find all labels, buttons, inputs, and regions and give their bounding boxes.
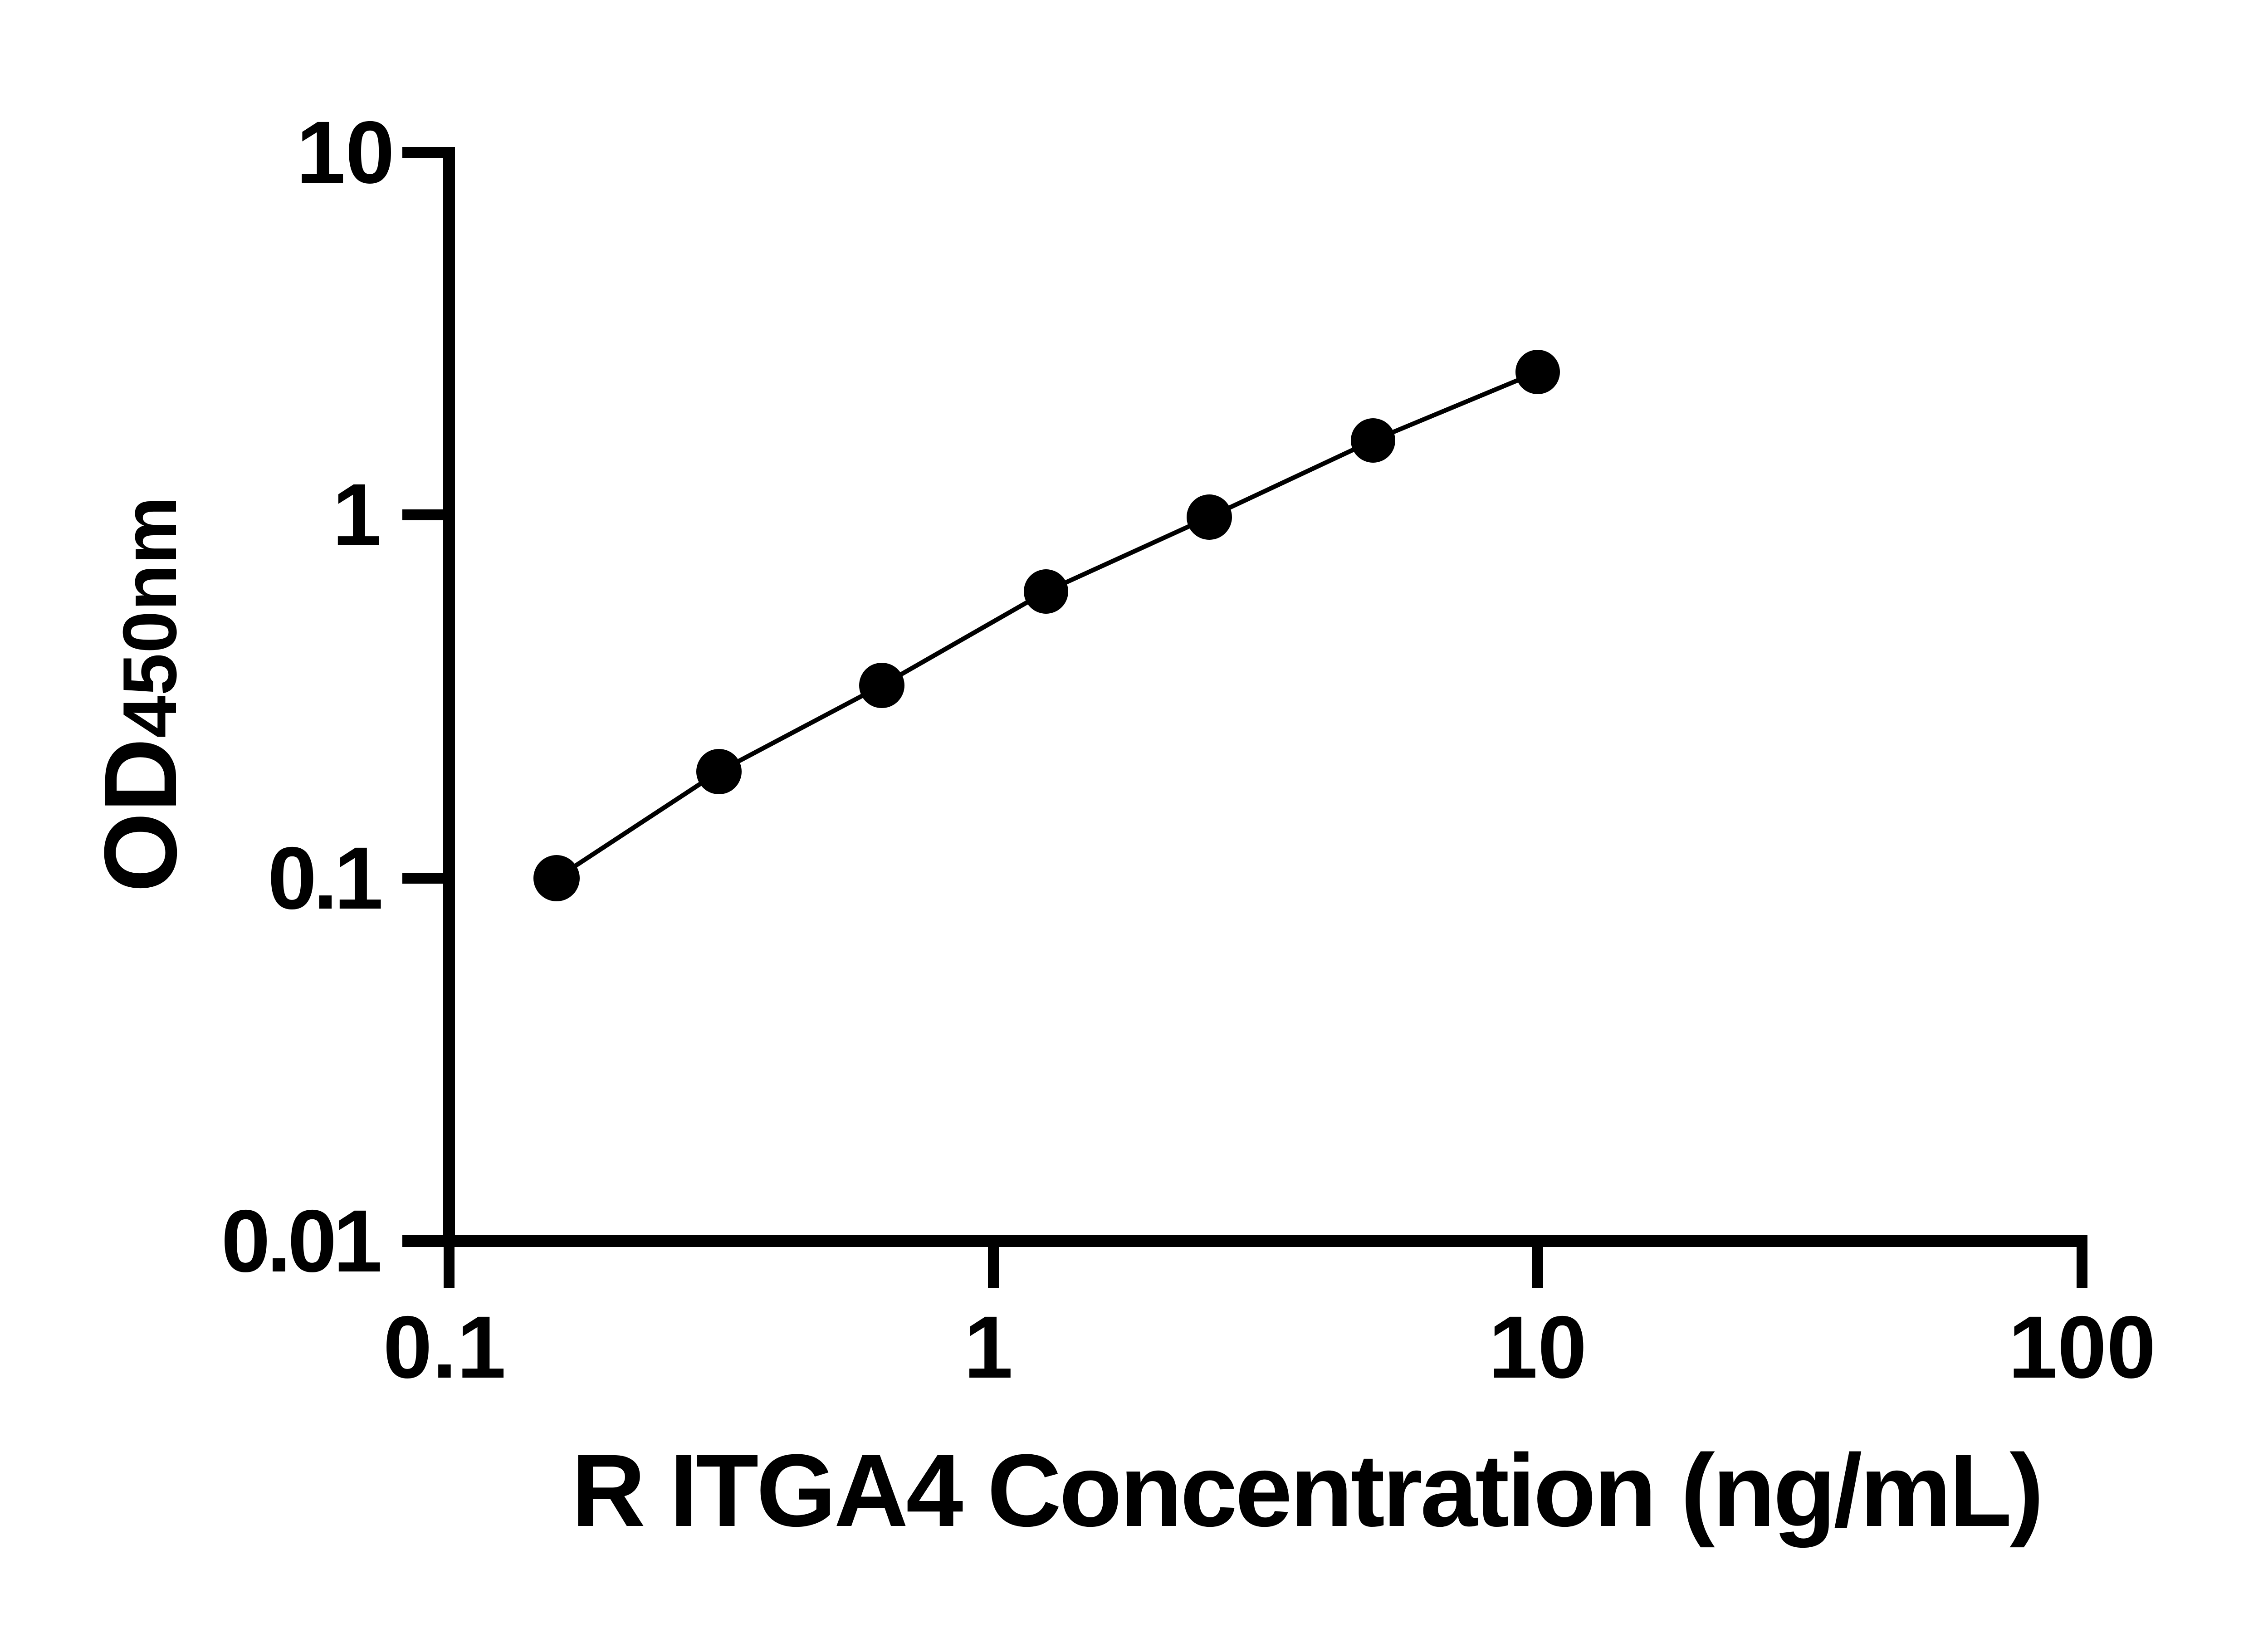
svg-text:10: 10 (296, 103, 395, 202)
svg-text:0.1: 0.1 (383, 1298, 506, 1397)
svg-text:0.1: 0.1 (268, 829, 381, 928)
svg-text:10: 10 (1489, 1298, 1587, 1397)
svg-text:100: 100 (2008, 1298, 2156, 1397)
svg-text:0.01: 0.01 (221, 1192, 380, 1291)
svg-text:R ITGA4 Concentration (ng/mL): R ITGA4 Concentration (ng/mL) (571, 1433, 2041, 1548)
svg-text:OD450nm: OD450nm (83, 497, 198, 893)
svg-text:1: 1 (332, 465, 381, 564)
svg-text:1: 1 (964, 1298, 1013, 1397)
